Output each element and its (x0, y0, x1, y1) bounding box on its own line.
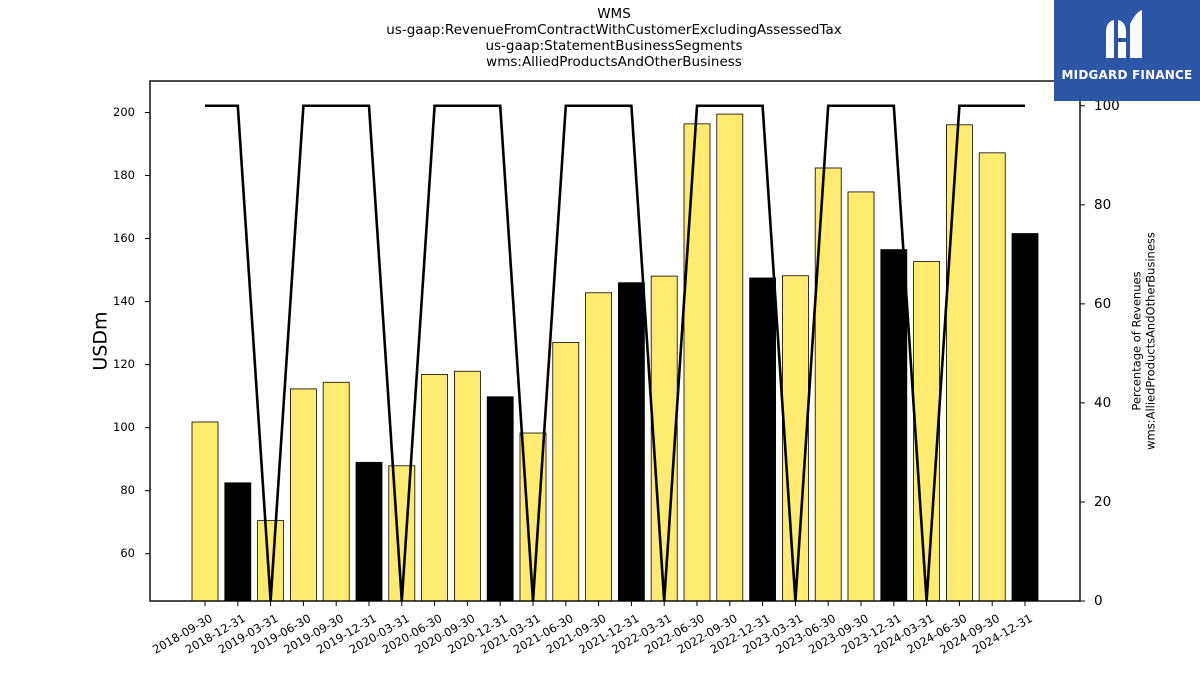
y-tick-label-120: 120 (113, 357, 135, 371)
bar-2020-12-31 (486, 396, 514, 602)
y2-axis-label-line-1: Percentage of Revenues (1130, 271, 1144, 410)
bar-2019-09-30 (322, 381, 350, 602)
title-line-2: us-gaap:RevenueFromContractWithCustomerE… (386, 22, 842, 38)
bar-2023-09-30 (847, 191, 875, 602)
bar-2024-06-30 (946, 124, 973, 602)
y-tick-label-100: 100 (113, 420, 135, 434)
y-tick-label-180: 180 (113, 168, 135, 182)
midgard-finance-logo: MIDGARD FINANCE (1054, 0, 1200, 101)
bar-2019-06-30 (289, 388, 317, 602)
percentage-line (205, 104, 1025, 602)
bar-2020-09-30 (453, 370, 481, 602)
bar-2020-06-30 (421, 374, 449, 602)
y2-tick-label-100: 100 (1094, 98, 1120, 114)
title-line-3: us-gaap:StatementBusinessSegments (485, 38, 743, 54)
bar-2018-12-31 (224, 482, 252, 602)
plot-frame (149, 80, 1081, 602)
percentage-line-layer (205, 104, 1025, 602)
y2-tick-label-60: 60 (1094, 296, 1111, 312)
y-tick-label-160: 160 (113, 231, 135, 245)
bar-2018-09-30 (191, 421, 219, 602)
logo-mark-icon (1106, 10, 1142, 58)
y2-tick-label-40: 40 (1094, 395, 1111, 411)
title-line-4: wms:AlliedProductsAndOtherBusiness (486, 54, 742, 70)
bar-2021-06-30 (552, 342, 580, 602)
y-tick-label-60: 60 (120, 546, 135, 560)
bar-2023-03-31 (782, 275, 809, 602)
bar-2021-12-31 (618, 282, 645, 602)
title-line-1: WMS (597, 6, 631, 22)
bar-2021-09-30 (585, 292, 612, 602)
bar-2024-12-31 (1011, 233, 1039, 602)
bar-2022-06-30 (683, 123, 711, 602)
bar-2024-09-30 (978, 152, 1006, 602)
chart-title: WMS us-gaap:RevenueFromContractWithCusto… (364, 6, 864, 70)
bar-2020-03-31 (388, 465, 416, 602)
y2-tick-label-80: 80 (1094, 197, 1111, 213)
bar-2024-03-31 (913, 261, 940, 602)
bar-2022-03-31 (650, 275, 678, 602)
y-tick-label-140: 140 (113, 294, 135, 308)
bar-2019-12-31 (355, 461, 383, 602)
bar-2022-12-31 (749, 277, 776, 602)
y-tick-label-80: 80 (120, 483, 135, 497)
logo-text: MIDGARD FINANCE (1061, 68, 1193, 82)
bar-2023-12-31 (880, 249, 908, 602)
y2-tick-label-20: 20 (1094, 494, 1111, 510)
y2-tick-label-0: 0 (1094, 593, 1103, 609)
y-axis-label: USDm (90, 311, 112, 370)
bar-2022-09-30 (716, 113, 744, 602)
y-tick-label-200: 200 (113, 105, 135, 119)
y2-axis-label-line-2: wms:AlliedProductsAndOtherBusiness (1144, 232, 1158, 450)
